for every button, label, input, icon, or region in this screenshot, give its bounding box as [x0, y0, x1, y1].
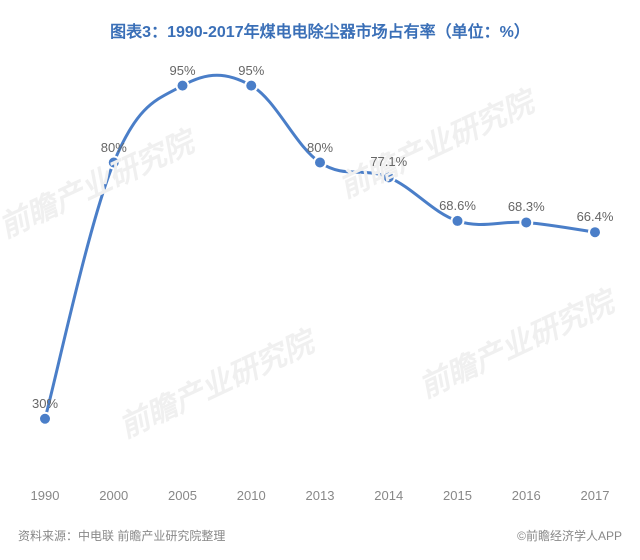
x-axis-label: 2016 — [512, 488, 541, 503]
data-point — [39, 413, 51, 425]
data-label: 68.3% — [508, 199, 545, 214]
x-axis-label: 2005 — [168, 488, 197, 503]
chart-title: 图表3：1990-2017年煤电电除尘器市场占有率（单位：%） — [0, 0, 640, 42]
data-label: 66.4% — [577, 209, 614, 224]
data-label: 80% — [101, 140, 127, 155]
x-axis-label: 2000 — [99, 488, 128, 503]
data-label: 30% — [32, 396, 58, 411]
data-point — [452, 215, 464, 227]
data-point — [383, 171, 395, 183]
chart-line — [45, 75, 595, 419]
chart-area: 前瞻产业研究院 前瞻产业研究院 前瞻产业研究院 前瞻产业研究院 30%19908… — [30, 60, 610, 480]
data-label: 95% — [238, 63, 264, 78]
data-point — [108, 157, 120, 169]
data-point — [314, 157, 326, 169]
data-point — [589, 226, 601, 238]
data-point — [520, 216, 532, 228]
chart-footer: 资料来源：中电联 前瞻产业研究院整理 ©前瞻经济学人APP — [18, 527, 622, 544]
x-axis-label: 2017 — [581, 488, 610, 503]
x-axis-label: 2010 — [237, 488, 266, 503]
data-label: 77.1% — [370, 154, 407, 169]
data-point — [177, 80, 189, 92]
x-axis-label: 2015 — [443, 488, 472, 503]
data-label: 68.6% — [439, 198, 476, 213]
x-axis-label: 2013 — [306, 488, 335, 503]
x-axis-label: 1990 — [31, 488, 60, 503]
data-point — [245, 80, 257, 92]
x-axis-label: 2014 — [374, 488, 403, 503]
source-text: 资料来源：中电联 前瞻产业研究院整理 — [18, 527, 225, 544]
data-label: 95% — [169, 63, 195, 78]
copyright-text: ©前瞻经济学人APP — [517, 527, 622, 544]
data-label: 80% — [307, 140, 333, 155]
line-chart-svg — [30, 60, 610, 480]
